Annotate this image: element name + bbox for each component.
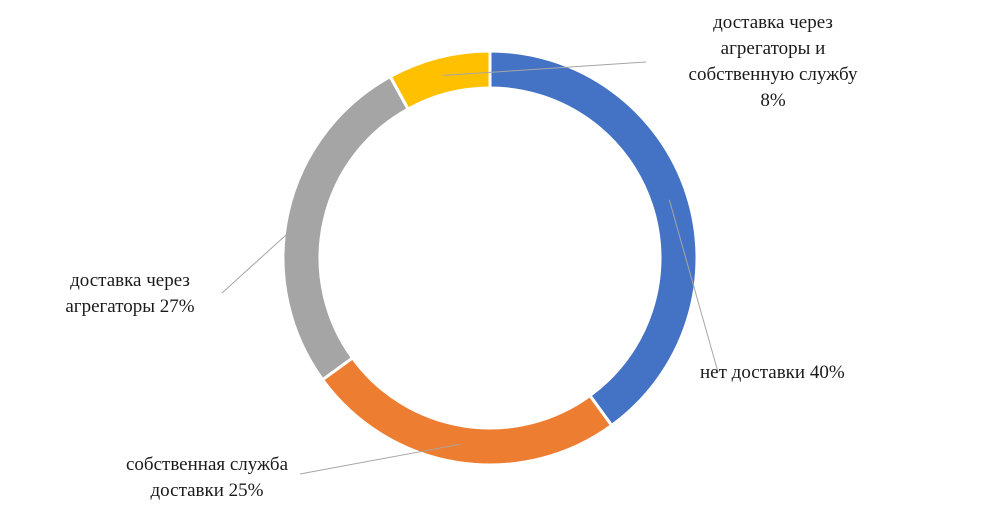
- slice-aggregators: [281, 74, 411, 382]
- leader-line: [299, 443, 461, 475]
- slice-label-own-delivery: собственная служба доставки 25%: [125, 454, 289, 501]
- leader-lines: [221, 61, 719, 475]
- slice-own-delivery: [320, 355, 614, 467]
- slice-aggregators-and-own: [388, 49, 492, 112]
- leader-line: [221, 216, 307, 294]
- leader-line: [668, 199, 719, 373]
- donut-slices: [281, 49, 699, 467]
- slice-label-no-delivery: нет доставки 40%: [700, 362, 845, 383]
- slice-label-aggregators-and-own: доставка через агрегаторы и собственную …: [688, 12, 858, 111]
- leader-line: [443, 61, 647, 76]
- slice-label-aggregators: доставка через агрегаторы 27%: [65, 270, 195, 317]
